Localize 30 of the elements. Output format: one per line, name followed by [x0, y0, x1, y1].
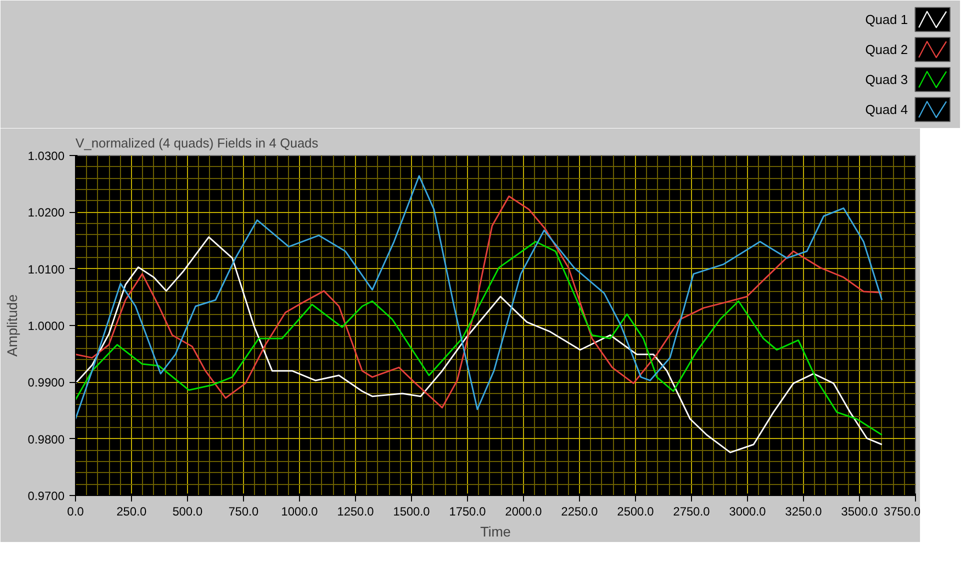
y-tick-label: 1.0300 [28, 149, 65, 163]
x-tick-label: 1750.0 [449, 504, 486, 518]
x-tick-label: 3250.0 [785, 504, 822, 518]
legend-label: Quad 2 [865, 42, 908, 57]
x-tick-label: 0.0 [67, 504, 84, 518]
x-axis-title: Time [480, 524, 512, 540]
x-tick-label: 2000.0 [505, 504, 542, 518]
legend-label: Quad 1 [865, 12, 908, 27]
x-tick-label: 250.0 [116, 504, 147, 518]
x-tick-label: 3500.0 [841, 504, 878, 518]
y-tick-label: 1.0000 [28, 319, 65, 333]
x-tick-label: 500.0 [172, 504, 203, 518]
y-tick-label: 1.0200 [28, 206, 65, 220]
x-tick-label: 2500.0 [617, 504, 654, 518]
x-tick-label: 1500.0 [393, 504, 430, 518]
legend-label: Quad 3 [865, 72, 908, 87]
y-tick-label: 0.9800 [28, 432, 65, 446]
x-tick-label: 2750.0 [673, 504, 710, 518]
x-tick-label: 2250.0 [561, 504, 598, 518]
x-tick-label: 1250.0 [337, 504, 374, 518]
x-tick-label: 1000.0 [281, 504, 318, 518]
y-tick-label: 0.9900 [28, 376, 65, 390]
y-tick-label: 0.9700 [28, 489, 65, 503]
x-tick-label: 3750.0 [884, 504, 921, 518]
y-tick-label: 1.0100 [28, 262, 65, 276]
x-tick-label: 3000.0 [729, 504, 766, 518]
y-axis-title: Amplitude [4, 294, 20, 357]
chart-title: V_normalized (4 quads) Fields in 4 Quads [76, 136, 319, 150]
legend-label: Quad 4 [865, 102, 908, 117]
x-tick-label: 750.0 [228, 504, 259, 518]
